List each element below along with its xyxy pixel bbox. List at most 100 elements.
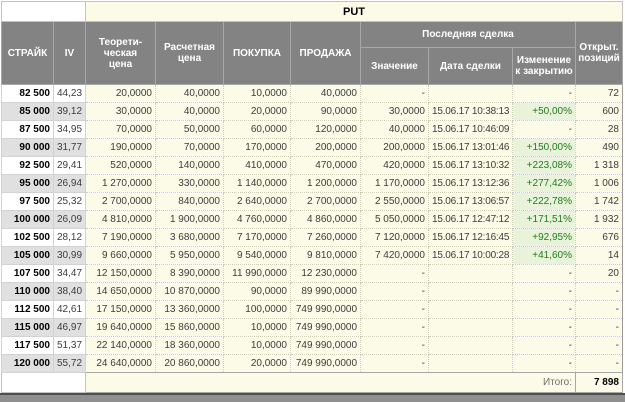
col-header-iv[interactable]: IV [53,21,86,85]
col-header-buy[interactable]: ПОКУПКА [223,21,291,85]
cell-strike[interactable]: 120 000 [1,354,54,373]
cell-value[interactable]: 7 120,0000 [360,228,429,247]
cell-buy[interactable]: 170,0000 [223,138,291,157]
cell-iv[interactable]: 26,94 [53,174,86,193]
cell-theor[interactable]: 190,0000 [85,138,156,157]
cell-theor[interactable]: 12 150,0000 [85,264,156,283]
cell-date[interactable]: 15.06.17 13:10:32 [428,156,513,175]
cell-iv[interactable]: 42,61 [53,300,86,319]
cell-date[interactable]: 15.06.17 10:46:09 [428,120,513,139]
cell-sell[interactable]: 749 990,0000 [290,318,361,337]
col-header-open-positions[interactable]: Открыт. позиций [575,21,623,85]
cell-open[interactable]: 1 318 [575,156,623,175]
cell-buy[interactable]: 410,0000 [223,156,291,175]
cell-theor[interactable]: 70,0000 [85,120,156,139]
cell-open[interactable]: - [575,336,623,355]
cell-iv[interactable]: 55,72 [53,354,86,373]
cell-date[interactable]: 15.06.17 10:00:28 [428,246,513,265]
cell-theor[interactable]: 30,0000 [85,102,156,121]
cell-strike[interactable]: 87 500 [1,120,54,139]
cell-theor[interactable]: 7 190,0000 [85,228,156,247]
cell-sell[interactable]: 200,0000 [290,138,361,157]
cell-change[interactable]: - [512,84,576,103]
cell-change[interactable]: - [512,354,576,373]
cell-buy[interactable]: 2 640,0000 [223,192,291,211]
cell-calc[interactable]: 330,0000 [155,174,224,193]
cell-buy[interactable]: 20,0000 [223,102,291,121]
cell-strike[interactable]: 90 000 [1,138,54,157]
cell-buy[interactable]: 100,0000 [223,300,291,319]
cell-sell[interactable]: 749 990,0000 [290,300,361,319]
cell-iv[interactable]: 39,12 [53,102,86,121]
col-header-settlement-price[interactable]: Расчетная цена [155,21,224,85]
cell-open[interactable]: 20 [575,264,623,283]
cell-change[interactable]: +41,60% [512,246,576,265]
cell-value[interactable]: - [360,282,429,301]
cell-theor[interactable]: 24 640,0000 [85,354,156,373]
cell-sell[interactable]: 7 260,0000 [290,228,361,247]
cell-theor[interactable]: 20,0000 [85,84,156,103]
cell-strike[interactable]: 100 000 [1,210,54,229]
cell-strike[interactable]: 95 000 [1,174,54,193]
table-row[interactable]: 82 500 44,23 20,0000 40,0000 10,0000 40,0000-… [1,84,623,103]
cell-iv[interactable]: 34,95 [53,120,86,139]
cell-date[interactable]: 15.06.17 12:16:45 [428,228,513,247]
cell-date[interactable] [428,300,513,319]
cell-value[interactable]: 40,0000 [360,120,429,139]
cell-theor[interactable]: 4 810,0000 [85,210,156,229]
cell-date[interactable] [428,264,513,283]
cell-strike[interactable]: 102 500 [1,228,54,247]
cell-date[interactable]: 15.06.17 13:12:36 [428,174,513,193]
cell-value[interactable]: 30,0000 [360,102,429,121]
cell-buy[interactable]: 10,0000 [223,84,291,103]
cell-buy[interactable]: 90,0000 [223,282,291,301]
cell-change[interactable]: - [512,336,576,355]
table-row[interactable]: 110 000 38,40 14 650,0000 10 870,0000 90,000… [1,282,623,301]
cell-change[interactable]: - [512,282,576,301]
cell-value[interactable]: - [360,84,429,103]
cell-calc[interactable]: 13 360,0000 [155,300,224,319]
cell-strike[interactable]: 107 500 [1,264,54,283]
cell-open[interactable]: - [575,282,623,301]
cell-calc[interactable]: 3 680,0000 [155,228,224,247]
cell-buy[interactable]: 10,0000 [223,336,291,355]
cell-iv[interactable]: 26,09 [53,210,86,229]
cell-strike[interactable]: 97 500 [1,192,54,211]
cell-buy[interactable]: 7 170,0000 [223,228,291,247]
cell-iv[interactable]: 25,32 [53,192,86,211]
cell-change[interactable]: +50,00% [512,102,576,121]
table-row[interactable]: 95 000 26,94 1 270,0000 330,0000 1 140,0000 1… [1,174,623,193]
cell-value[interactable]: - [360,336,429,355]
cell-buy[interactable]: 10,0000 [223,318,291,337]
cell-open[interactable]: 600 [575,102,623,121]
cell-change[interactable]: - [512,120,576,139]
cell-calc[interactable]: 50,0000 [155,120,224,139]
cell-date[interactable] [428,354,513,373]
cell-open[interactable]: 28 [575,120,623,139]
cell-sell[interactable]: 749 990,0000 [290,354,361,373]
cell-sell[interactable]: 1 200,0000 [290,174,361,193]
cell-change[interactable]: +277,42% [512,174,576,193]
col-header-strike[interactable]: СТРАЙК [1,21,54,85]
cell-date[interactable]: 15.06.17 10:38:13 [428,102,513,121]
table-row[interactable]: 120 000 55,72 24 640,0000 20 860,0000 20,000… [1,354,623,373]
col-header-trade-value[interactable]: Значение [360,47,429,85]
cell-strike[interactable]: 112 500 [1,300,54,319]
col-header-trade-date[interactable]: Дата сделки [428,47,513,85]
cell-open[interactable]: 14 [575,246,623,265]
cell-iv[interactable]: 34,47 [53,264,86,283]
table-row[interactable]: 117 500 51,37 22 140,0000 18 360,0000 10,000… [1,336,623,355]
cell-calc[interactable]: 840,0000 [155,192,224,211]
cell-calc[interactable]: 15 860,0000 [155,318,224,337]
cell-date[interactable] [428,84,513,103]
col-header-theoretical-price[interactable]: Теорети- ческая цена [85,21,156,85]
cell-open[interactable]: - [575,354,623,373]
cell-strike[interactable]: 115 000 [1,318,54,337]
cell-strike[interactable]: 105 000 [1,246,54,265]
cell-iv[interactable]: 29,41 [53,156,86,175]
cell-calc[interactable]: 140,0000 [155,156,224,175]
cell-theor[interactable]: 14 650,0000 [85,282,156,301]
cell-sell[interactable]: 89 990,0000 [290,282,361,301]
cell-date[interactable]: 15.06.17 12:47:12 [428,210,513,229]
cell-calc[interactable]: 18 360,0000 [155,336,224,355]
